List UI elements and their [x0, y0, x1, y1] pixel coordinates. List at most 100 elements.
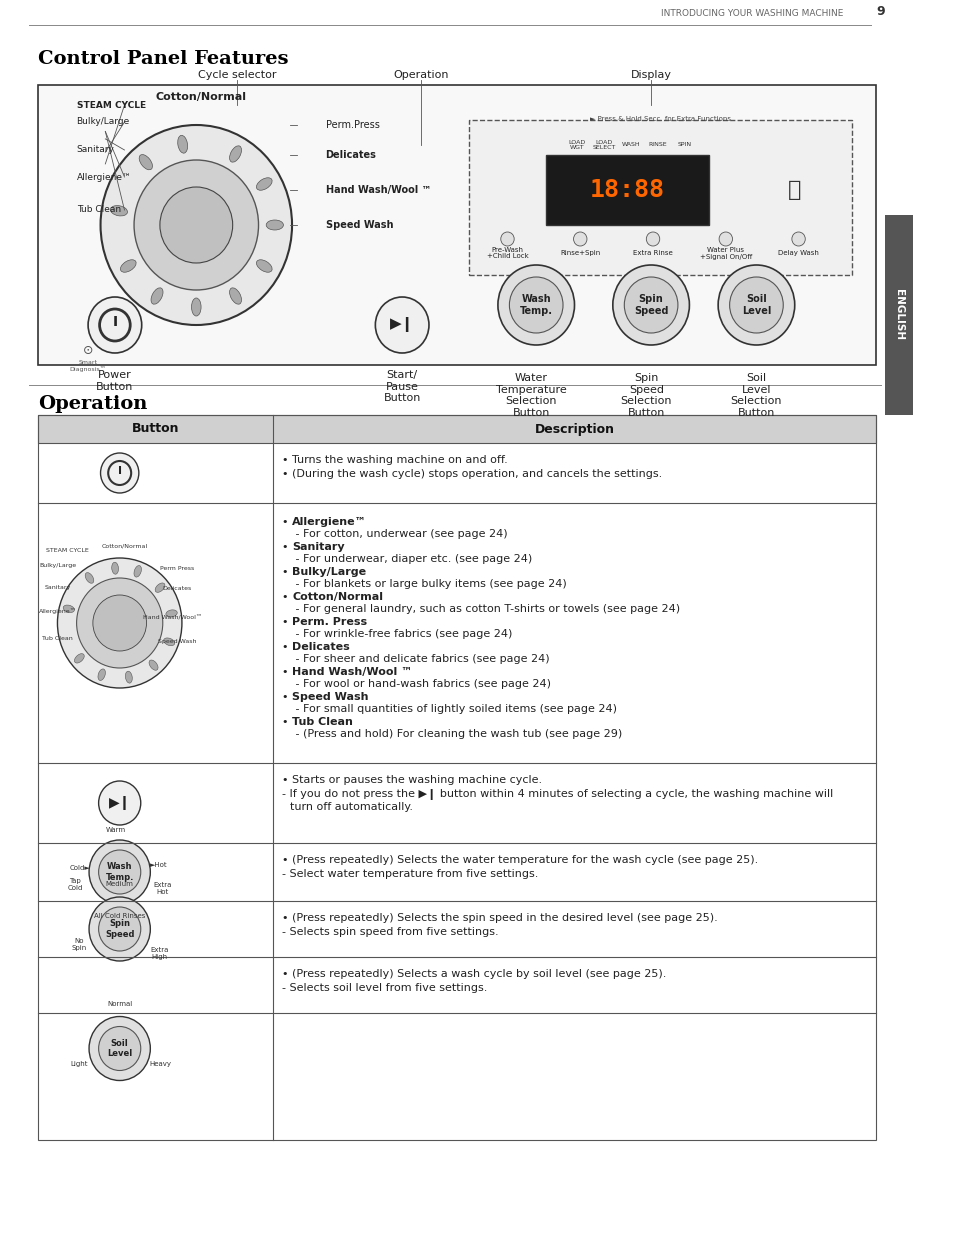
Text: •: •	[282, 642, 293, 652]
Text: INTRODUCING YOUR WASHING MACHINE: INTRODUCING YOUR WASHING MACHINE	[660, 9, 842, 19]
Text: Tub Clean: Tub Clean	[42, 636, 72, 641]
Text: I: I	[112, 315, 117, 329]
Text: • Turns the washing machine on and off.: • Turns the washing machine on and off.	[282, 454, 508, 466]
Text: ►Hot: ►Hot	[151, 862, 168, 868]
Circle shape	[134, 161, 258, 290]
Text: Allergiene™: Allergiene™	[76, 173, 132, 182]
Ellipse shape	[166, 610, 177, 618]
Text: Warm: Warm	[106, 827, 126, 834]
Text: - (Press and hold) For cleaning the wash tub (see page 29): - (Press and hold) For cleaning the wash…	[292, 729, 621, 739]
Text: Soil
Level: Soil Level	[107, 1039, 132, 1058]
Circle shape	[98, 781, 141, 825]
Text: Allergiene™: Allergiene™	[292, 517, 366, 527]
Ellipse shape	[149, 659, 158, 671]
Circle shape	[791, 232, 804, 246]
Bar	[545, 156, 708, 225]
Circle shape	[509, 277, 562, 333]
Text: Cotton/Normal: Cotton/Normal	[101, 543, 148, 548]
Ellipse shape	[256, 259, 272, 272]
Text: ▶❙: ▶❙	[390, 317, 414, 332]
Text: Cotton/Normal: Cotton/Normal	[292, 592, 383, 601]
Text: Control Panel Features: Control Panel Features	[38, 49, 289, 68]
Ellipse shape	[164, 638, 174, 646]
Text: Cotton/Normal: Cotton/Normal	[155, 91, 246, 103]
Text: Smart
Diagnosis™: Smart Diagnosis™	[70, 359, 107, 372]
Text: Light: Light	[71, 1061, 88, 1067]
Text: Bulky/Large: Bulky/Large	[39, 563, 76, 568]
Text: STEAM CYCLE: STEAM CYCLE	[46, 548, 89, 553]
Text: - For wool or hand-wash fabrics (see page 24): - For wool or hand-wash fabrics (see pag…	[292, 679, 551, 689]
Circle shape	[718, 266, 794, 345]
Ellipse shape	[230, 288, 241, 304]
Circle shape	[612, 266, 689, 345]
Ellipse shape	[139, 154, 152, 169]
Text: ENGLISH: ENGLISH	[893, 289, 903, 341]
Text: Allergiene™: Allergiene™	[38, 608, 76, 614]
Text: Delicates: Delicates	[325, 149, 376, 161]
Ellipse shape	[230, 146, 241, 162]
Text: Rinse+Spin: Rinse+Spin	[559, 249, 599, 256]
Text: Perm.Press: Perm.Press	[325, 120, 379, 130]
Text: Spin
Speed
Selection
Button: Spin Speed Selection Button	[619, 373, 671, 417]
Text: •: •	[282, 567, 293, 577]
Text: Speed Wash: Speed Wash	[158, 638, 196, 643]
Text: Extra Rinse: Extra Rinse	[633, 249, 672, 256]
Ellipse shape	[85, 573, 93, 583]
Text: Hand Wash/Wool ™: Hand Wash/Wool ™	[292, 667, 412, 677]
Text: Bulky/Large: Bulky/Large	[76, 117, 130, 126]
Text: Spin
Speed: Spin Speed	[633, 294, 668, 316]
Text: Spin
Speed: Spin Speed	[105, 919, 134, 939]
Text: ▶❙: ▶❙	[109, 797, 131, 810]
Circle shape	[88, 296, 142, 353]
Text: •: •	[282, 592, 293, 601]
Text: • (During the wash cycle) stops operation, and cancels the settings.: • (During the wash cycle) stops operatio…	[282, 469, 662, 479]
Text: •: •	[282, 692, 293, 701]
Text: Power
Button: Power Button	[96, 370, 133, 391]
Text: Tap
Cold: Tap Cold	[68, 878, 83, 890]
Text: •: •	[282, 718, 293, 727]
Text: Pre-Wash
+Child Lock: Pre-Wash +Child Lock	[486, 247, 528, 259]
Ellipse shape	[256, 178, 272, 190]
Text: Delicates: Delicates	[162, 585, 192, 590]
Circle shape	[500, 232, 514, 246]
Text: Operation: Operation	[38, 395, 148, 412]
Text: Sanitary: Sanitary	[292, 542, 344, 552]
Circle shape	[76, 578, 163, 668]
Bar	[469, 120, 851, 275]
Text: 18:88: 18:88	[589, 178, 664, 203]
Text: - For small quantities of lightly soiled items (see page 24): - For small quantities of lightly soiled…	[292, 704, 617, 714]
Text: •: •	[282, 517, 293, 527]
Text: - Selects soil level from five settings.: - Selects soil level from five settings.	[282, 983, 487, 993]
Circle shape	[623, 277, 678, 333]
Ellipse shape	[125, 672, 132, 683]
Text: Speed Wash: Speed Wash	[325, 220, 393, 230]
Text: Normal: Normal	[107, 1000, 132, 1007]
Text: Water Plus
+Signal On/Off: Water Plus +Signal On/Off	[699, 247, 751, 259]
Text: WASH: WASH	[621, 142, 639, 147]
Circle shape	[729, 277, 782, 333]
Circle shape	[92, 595, 147, 651]
Text: Speed Wash: Speed Wash	[292, 692, 368, 701]
Text: I: I	[117, 466, 122, 475]
Text: Start/
Pause
Button: Start/ Pause Button	[383, 370, 420, 403]
Text: Tub Clean: Tub Clean	[292, 718, 353, 727]
Text: Wash
Temp.: Wash Temp.	[106, 862, 133, 882]
Text: - Selects spin speed from five settings.: - Selects spin speed from five settings.	[282, 927, 498, 937]
Ellipse shape	[192, 298, 201, 316]
Text: Soil
Level: Soil Level	[741, 294, 770, 316]
Circle shape	[497, 266, 574, 345]
Circle shape	[89, 897, 151, 961]
Text: LOAD
SELECT: LOAD SELECT	[592, 140, 616, 151]
Ellipse shape	[177, 136, 188, 153]
Ellipse shape	[111, 205, 128, 216]
Text: • (Press repeatedly) Selects the water temperature for the wash cycle (see page : • (Press repeatedly) Selects the water t…	[282, 855, 758, 864]
Text: Delay Wash: Delay Wash	[778, 249, 819, 256]
Text: Extra
High: Extra High	[151, 946, 169, 960]
Text: Operation: Operation	[394, 70, 449, 80]
Ellipse shape	[74, 653, 84, 663]
Ellipse shape	[98, 669, 105, 680]
Circle shape	[89, 1016, 151, 1081]
Text: - For wrinkle-free fabrics (see page 24): - For wrinkle-free fabrics (see page 24)	[292, 629, 512, 638]
Text: • (Press repeatedly) Selects a wash cycle by soil level (see page 25).: • (Press repeatedly) Selects a wash cycl…	[282, 969, 666, 979]
Text: - For blankets or large bulky items (see page 24): - For blankets or large bulky items (see…	[292, 579, 566, 589]
